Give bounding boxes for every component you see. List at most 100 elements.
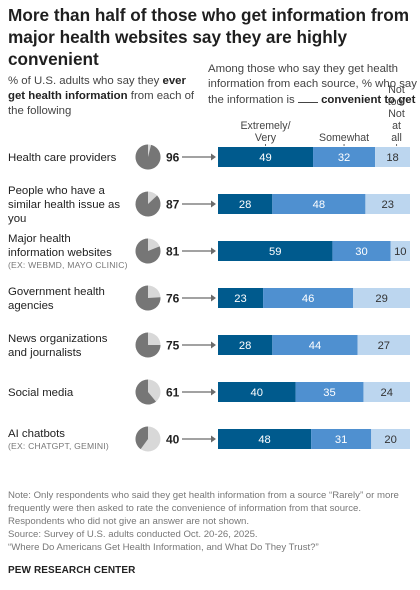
bar-value-label: 29 <box>375 293 387 305</box>
bar-segment-somewhat <box>272 194 366 214</box>
bar-value-label: 46 <box>302 293 314 305</box>
bar-segment-not-too <box>390 241 410 261</box>
bar-value-label: 31 <box>335 434 347 446</box>
row-label: Major health information websites <box>8 233 112 259</box>
legend-label-0: Extremely/Very <box>240 120 290 144</box>
pie-slice <box>135 285 161 311</box>
pie-slice <box>135 191 161 217</box>
left-header-post: from each of the following <box>8 90 195 117</box>
bar-segment-extremely-very <box>218 147 314 167</box>
bar-segment-extremely-very <box>218 382 296 402</box>
right-header-pre: Among those who say they get health info… <box>208 63 417 106</box>
row-label-line: Major health <box>8 233 71 245</box>
chart-notes: Note: Only respondents who said they get… <box>8 489 412 554</box>
report-title-text: “Where Do Americans Get Health Informati… <box>8 542 319 553</box>
bar-value-label: 59 <box>269 246 281 258</box>
chart-title: More than half of those who get informat… <box>8 5 410 69</box>
row-label-line: Health care providers <box>8 152 117 164</box>
bar-value-label: 28 <box>239 340 251 352</box>
bar-segment-somewhat <box>263 288 354 308</box>
bar-value-label: 27 <box>378 340 390 352</box>
bar-segment-somewhat <box>332 241 391 261</box>
right-column-header: Among those who say they get health info… <box>208 62 418 108</box>
bar-segment-extremely-very <box>218 335 273 355</box>
connector-arrow <box>211 341 216 349</box>
connector-arrow <box>211 435 216 443</box>
ever-pct-label: 96 <box>166 151 180 165</box>
source-text: Source: Survey of U.S. adults conducted … <box>8 529 258 540</box>
row-label-line: agencies <box>8 300 54 312</box>
bar-value-label: 48 <box>258 434 270 446</box>
pew-footer: PEW RESEARCH CENTER <box>8 565 136 576</box>
row-label-line: and journalists <box>8 347 82 359</box>
row-label-line: Social media <box>8 387 74 399</box>
row-label-line: Government health <box>8 286 105 298</box>
row-label-line: information websites <box>8 247 112 259</box>
bar-value-label: 32 <box>338 152 350 164</box>
legend-label-line: Not <box>388 84 405 96</box>
ever-pct-label: 76 <box>166 292 180 306</box>
legend-label-line: too/ <box>388 96 406 108</box>
legend-label-line: all <box>391 132 402 144</box>
legend-label-line: Not <box>388 108 405 120</box>
left-header-pre: % of U.S. adults who say they <box>8 75 163 87</box>
row-sublabel: (EX: CHATGPT, GEMINI) <box>8 441 109 451</box>
row-label: Social media <box>8 387 74 399</box>
row-label: News organizations and journalists <box>8 333 108 359</box>
pie-slice <box>135 332 161 358</box>
bar-value-label: 40 <box>251 387 263 399</box>
row-label: AI chatbots <box>8 428 65 440</box>
pie-slice <box>135 238 161 264</box>
ever-pct-label: 40 <box>166 433 180 447</box>
legend-label-line: Somewhat <box>319 132 369 144</box>
bar-segment-extremely-very <box>218 194 273 214</box>
connector-arrow <box>211 200 216 208</box>
bar-value-label: 10 <box>394 246 406 258</box>
bar-value-label: 24 <box>381 387 393 399</box>
legend-label-1: Somewhat <box>319 132 369 144</box>
legend-label-2: Not too/Not at all <box>388 84 406 144</box>
row-sublabel: (EX: WEBMD, MAYO CLINIC) <box>8 260 128 270</box>
row-label-line: you <box>8 213 26 225</box>
ever-pct-label: 75 <box>166 339 180 353</box>
bar-value-label: 48 <box>313 199 325 211</box>
bar-value-label: 20 <box>384 434 396 446</box>
row-label-line: similar health issue as <box>8 199 120 211</box>
bar-segment-somewhat <box>272 335 358 355</box>
legend-label-line: Very <box>255 132 277 144</box>
connector-arrow <box>211 153 216 161</box>
bar-segment-not-too <box>375 147 410 167</box>
ever-pct-label: 81 <box>166 245 180 259</box>
connector-arrow <box>211 247 216 255</box>
bar-segment-not-too <box>371 429 410 449</box>
bar-segment-not-too <box>357 335 410 355</box>
row-label-line: AI chatbots <box>8 428 65 440</box>
bar-value-label: 49 <box>259 152 271 164</box>
row-label: Health care providers <box>8 152 117 164</box>
bar-value-label: 35 <box>323 387 335 399</box>
bar-segment-not-too <box>365 194 410 214</box>
bar-segment-somewhat <box>313 147 376 167</box>
pie-slice <box>135 426 148 450</box>
ever-pct-label: 61 <box>166 386 180 400</box>
row-label-line: News organizations <box>8 333 108 345</box>
legend-label-line: Extremely/ <box>240 120 290 132</box>
bar-segment-somewhat <box>295 382 364 402</box>
connector-arrow <box>211 388 216 396</box>
bar-segment-somewhat <box>311 429 372 449</box>
bar-value-label: 23 <box>234 293 246 305</box>
bar-segment-extremely-very <box>218 288 264 308</box>
right-header-bold: convenient to get <box>317 94 416 106</box>
bar-value-label: 18 <box>386 152 398 164</box>
ever-pct-label: 87 <box>166 198 180 212</box>
bar-value-label: 23 <box>381 199 393 211</box>
connector-arrow <box>211 294 216 302</box>
left-header-bold: ever get health information <box>8 75 186 102</box>
note-text: Note: Only respondents who said they get… <box>8 490 399 527</box>
row-label-line: People who have a <box>8 185 106 197</box>
pie-slice <box>135 144 161 170</box>
row-label: Government health agencies <box>8 286 105 312</box>
right-header-blank <box>297 92 318 103</box>
bar-value-label: 28 <box>239 199 251 211</box>
